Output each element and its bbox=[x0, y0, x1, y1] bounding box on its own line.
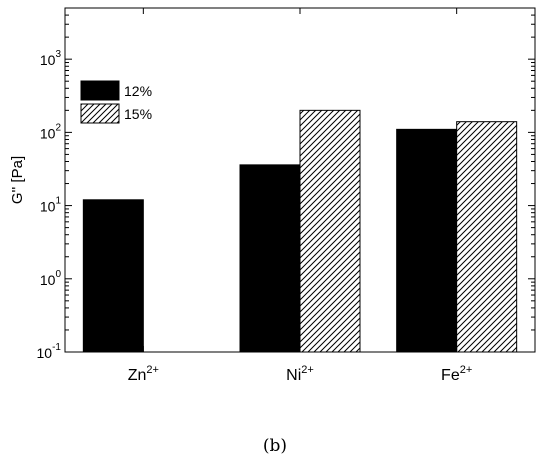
bar-zn-12pct bbox=[82, 199, 144, 353]
bar-ni-15pct bbox=[299, 109, 361, 353]
y-tick-label: 100 bbox=[40, 269, 62, 288]
legend-label-15: 15% bbox=[124, 106, 152, 122]
y-tick-label: 103 bbox=[40, 49, 62, 68]
bar-chart: Zn2+ Ni2+ Fe2+ 10-1 100 101 102 103 G'' [Pa] 12… bbox=[9, 7, 536, 384]
bar-ni-12pct bbox=[239, 164, 301, 353]
y-axis-label: G'' [Pa] bbox=[9, 156, 26, 204]
y-tick-label: 101 bbox=[40, 196, 62, 215]
tick-labels-group: Zn2+ Ni2+ Fe2+ 10-1 100 101 102 103 bbox=[37, 49, 473, 384]
x-tick-label: Fe2+ bbox=[441, 364, 472, 384]
legend-swatch-12 bbox=[80, 80, 120, 101]
figure-caption: (b) bbox=[262, 436, 288, 456]
bar-fe-15pct bbox=[456, 121, 518, 353]
legend: 12% 15% bbox=[80, 80, 152, 124]
x-tick-label: Zn2+ bbox=[128, 364, 159, 384]
y-tick-label: 10-1 bbox=[37, 342, 62, 361]
x-tick-label: Ni2+ bbox=[286, 364, 314, 384]
ticks-group bbox=[65, 7, 535, 353]
bar-fe-12pct bbox=[396, 128, 458, 353]
legend-swatch-15 bbox=[80, 103, 120, 124]
legend-label-12: 12% bbox=[124, 83, 152, 99]
y-tick-label: 102 bbox=[40, 122, 62, 141]
bars-group bbox=[82, 109, 518, 353]
